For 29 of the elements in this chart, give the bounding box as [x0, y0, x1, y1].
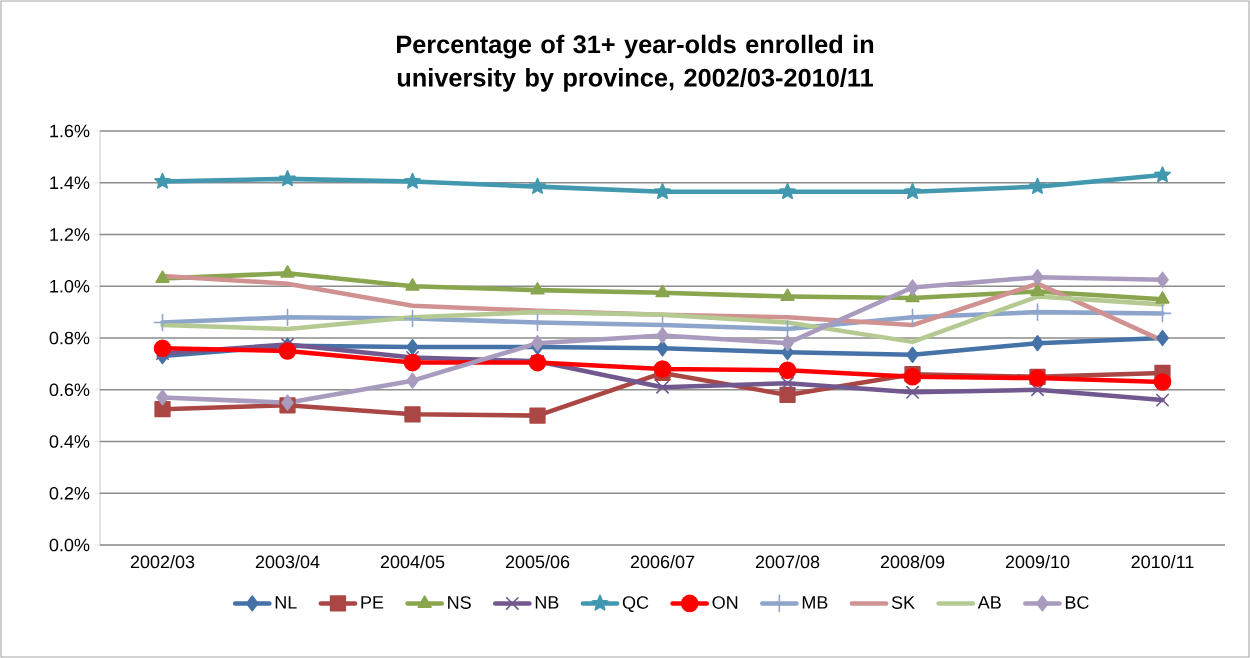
- x-tick-label: 2007/08: [755, 555, 820, 569]
- x-tick-label: 2010/11: [1131, 555, 1194, 569]
- legend-label: BC: [1065, 596, 1089, 609]
- x-tick-label: 2008/09: [880, 555, 945, 569]
- x-tick-label: 2004/05: [380, 555, 445, 569]
- legend-label: PE: [361, 596, 384, 609]
- y-tick-label: 0.8%: [49, 331, 90, 345]
- legend-label: NB: [535, 596, 559, 609]
- y-tick-label: 0.0%: [49, 538, 90, 552]
- legend-label: MB: [802, 596, 828, 609]
- legend-label: ON: [712, 596, 738, 609]
- y-tick-label: 0.6%: [49, 383, 90, 397]
- y-tick-label: 1.6%: [50, 124, 90, 138]
- legend-label: AB: [977, 596, 1001, 609]
- x-tick-label: 2006/07: [630, 555, 695, 569]
- x-tick-label: 2005/06: [505, 555, 570, 569]
- chart-title: Percentage of 31+ year-olds enrolled in university by province, 2002/03-2010/11: [397, 34, 874, 92]
- y-tick-label: 1.4%: [50, 176, 90, 190]
- legend-label: QC: [622, 596, 649, 613]
- y-tick-label: 1.2%: [50, 228, 90, 241]
- legend-label: SK: [891, 596, 915, 609]
- legend-label: NS: [448, 596, 471, 609]
- x-tick-label: 2003/04: [255, 555, 320, 569]
- x-tick-label: 2009/10: [1005, 555, 1070, 569]
- y-tick-label: 0.2%: [49, 486, 90, 500]
- x-tick-label: 2002/03: [130, 555, 195, 569]
- y-tick-label: 0.4%: [49, 435, 90, 448]
- legend-label: NL: [275, 596, 297, 609]
- y-tick-label: 1.0%: [50, 279, 90, 293]
